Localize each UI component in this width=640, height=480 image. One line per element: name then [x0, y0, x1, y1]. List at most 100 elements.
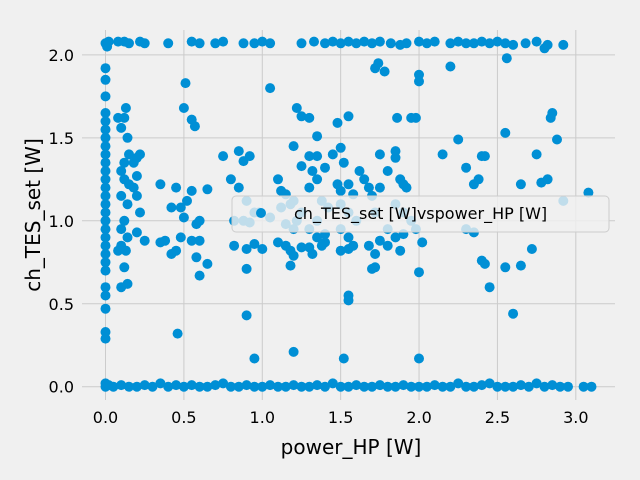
data-point: [233, 146, 244, 157]
data-point: [160, 235, 171, 246]
data-point: [218, 378, 229, 389]
data-point: [390, 381, 401, 392]
x-tick-label: 1.5: [328, 408, 353, 427]
data-point: [131, 381, 142, 392]
data-point: [421, 381, 432, 392]
data-point: [515, 179, 526, 190]
data-point: [182, 195, 192, 206]
data-point: [500, 38, 511, 49]
data-point: [180, 78, 191, 89]
data-point: [100, 282, 111, 293]
data-point: [374, 36, 385, 47]
data-point: [531, 36, 542, 47]
x-tick-label: 2.5: [485, 408, 510, 427]
data-point: [515, 260, 526, 271]
data-point: [500, 381, 511, 392]
data-point: [429, 380, 440, 391]
data-point: [414, 353, 424, 364]
data-point: [296, 111, 307, 122]
data-point: [116, 190, 127, 201]
data-point: [225, 174, 236, 185]
data-point: [257, 36, 268, 47]
data-point: [218, 151, 229, 162]
data-point: [116, 224, 127, 235]
x-tick-label: 1.0: [250, 408, 275, 427]
data-point: [401, 182, 412, 193]
data-point: [218, 36, 229, 47]
data-point: [288, 380, 299, 391]
data-point: [343, 295, 354, 306]
data-point: [291, 103, 302, 113]
y-tick-label: 0.5: [49, 295, 74, 314]
data-point: [155, 179, 166, 190]
data-point: [343, 381, 354, 392]
data-point: [265, 38, 276, 49]
data-point: [229, 240, 240, 251]
data-point: [296, 381, 307, 392]
data-point: [131, 190, 142, 201]
data-point: [100, 215, 111, 226]
data-point: [382, 166, 393, 176]
data-point: [410, 112, 421, 123]
y-tick-label: 0.0: [49, 378, 74, 397]
data-point: [103, 36, 114, 47]
data-point: [210, 380, 221, 391]
data-point: [312, 232, 323, 243]
data-point: [320, 381, 330, 392]
data-point: [194, 215, 205, 226]
data-point: [401, 38, 412, 49]
data-point: [288, 346, 299, 357]
data-point: [382, 381, 393, 392]
legend: ch_TES_set [W]vspower_HP [W]: [231, 195, 610, 233]
data-point: [398, 380, 409, 391]
data-point: [128, 182, 139, 193]
data-point: [304, 151, 315, 162]
data-point: [453, 36, 464, 47]
data-point: [175, 232, 186, 243]
data-point: [327, 149, 338, 160]
data-point: [374, 380, 385, 391]
data-point: [100, 199, 111, 210]
data-point: [186, 380, 197, 391]
data-point: [186, 36, 197, 47]
data-point: [343, 232, 354, 243]
data-point: [461, 381, 472, 392]
data-point: [304, 182, 315, 193]
data-point: [131, 227, 142, 238]
data-point: [100, 174, 111, 185]
data-point: [374, 182, 385, 193]
data-point: [320, 38, 330, 49]
data-point: [175, 202, 186, 213]
data-point: [359, 381, 370, 392]
x-tick-label: 0.5: [171, 408, 196, 427]
data-point: [191, 252, 202, 263]
data-point: [186, 235, 197, 246]
data-point: [374, 149, 385, 160]
data-point: [100, 108, 111, 118]
data-point: [100, 224, 111, 235]
data-point: [139, 235, 150, 246]
data-point: [100, 190, 111, 201]
data-point: [304, 381, 315, 392]
data-point: [194, 381, 205, 392]
data-point: [124, 381, 134, 392]
data-point: [508, 308, 519, 319]
data-point: [500, 262, 511, 273]
data-point: [363, 240, 374, 251]
data-point: [523, 381, 534, 392]
data-point: [202, 184, 213, 195]
data-point: [351, 380, 362, 391]
data-point: [139, 38, 150, 49]
data-point: [520, 38, 531, 49]
data-point: [335, 142, 346, 153]
data-point: [178, 212, 189, 223]
data-point: [309, 36, 319, 47]
data-point: [116, 380, 127, 391]
y-axis-ticks: 0.0 0.5 1.0 1.5 2.0: [49, 46, 74, 397]
data-point: [285, 260, 296, 271]
data-point: [189, 121, 200, 132]
data-point: [122, 232, 133, 243]
data-point: [249, 38, 260, 49]
data-point: [241, 380, 252, 391]
data-point: [484, 282, 495, 293]
